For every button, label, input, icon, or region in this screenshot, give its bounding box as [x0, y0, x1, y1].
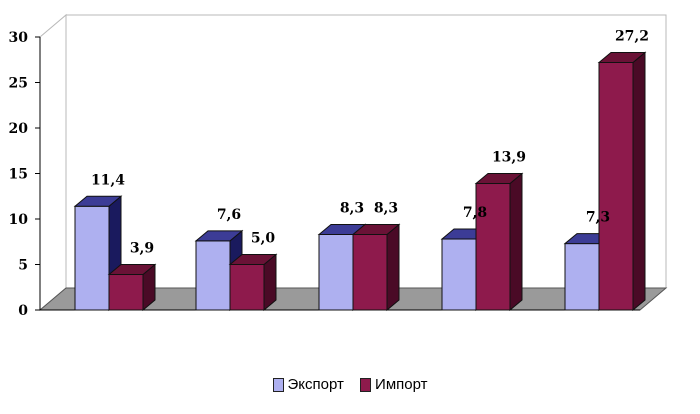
bar-top-import — [474, 173, 524, 185]
bar-side-import — [386, 223, 400, 312]
bar-front-import — [475, 183, 511, 311]
y-axis: 0 5 10 15 20 25 30 — [9, 30, 640, 319]
bar-top-export — [73, 195, 123, 207]
bar-side-import — [509, 172, 523, 312]
bar-top-import — [228, 254, 278, 265]
bar-top-import — [351, 223, 401, 235]
data-label-import: 27,2 — [615, 28, 649, 44]
bar-top-import — [597, 51, 647, 63]
bar-front-export — [564, 243, 600, 311]
legend-item-export: Экспорт — [272, 376, 344, 393]
y-tick-label: 10 — [9, 212, 29, 228]
y-tick-label: 15 — [9, 167, 28, 183]
data-label-export: 11,4 — [91, 172, 125, 188]
data-label-export: 8,3 — [340, 200, 364, 216]
legend-item-import: Импорт — [360, 376, 428, 393]
data-label-import: 3,9 — [130, 241, 154, 257]
bar-front-export — [195, 240, 231, 311]
y-tick-label: 0 — [18, 303, 28, 319]
y-tick-label: 25 — [9, 76, 28, 92]
y-tick-label: 5 — [18, 258, 28, 274]
bar-front-import — [352, 233, 388, 311]
data-label-export: 7,6 — [217, 207, 241, 223]
legend: Экспорт Импорт — [0, 376, 700, 396]
y-tick-label: 30 — [9, 30, 29, 46]
bar-front-export — [318, 233, 354, 311]
bar-top-import — [107, 264, 157, 276]
bar-side-import — [632, 51, 646, 312]
data-label-import: 13,9 — [492, 150, 526, 166]
bars-group — [73, 51, 647, 312]
legend-label-export: Экспорт — [287, 376, 344, 393]
bar-front-export — [74, 205, 110, 311]
bar-front-import — [229, 264, 265, 311]
legend-swatch-export — [272, 377, 284, 392]
bar-top-export — [194, 230, 244, 242]
bar-front-export — [441, 238, 477, 311]
bar-front-import — [108, 274, 144, 311]
data-label-import: 8,3 — [374, 200, 398, 216]
legend-swatch-import — [360, 377, 372, 392]
data-labels-group: 11,4 3,9 7,6 5,0 8,3 8,3 7,8 13,9 7,3 27,2 — [91, 28, 649, 256]
legend-label-import: Импорт — [375, 376, 428, 393]
y-tick-label: 20 — [9, 121, 29, 137]
side-wall — [39, 13, 67, 312]
bar-front-import — [598, 61, 634, 311]
data-label-export: 7,8 — [463, 205, 487, 221]
data-label-import: 5,0 — [251, 231, 276, 247]
data-label-export: 7,3 — [586, 210, 610, 226]
